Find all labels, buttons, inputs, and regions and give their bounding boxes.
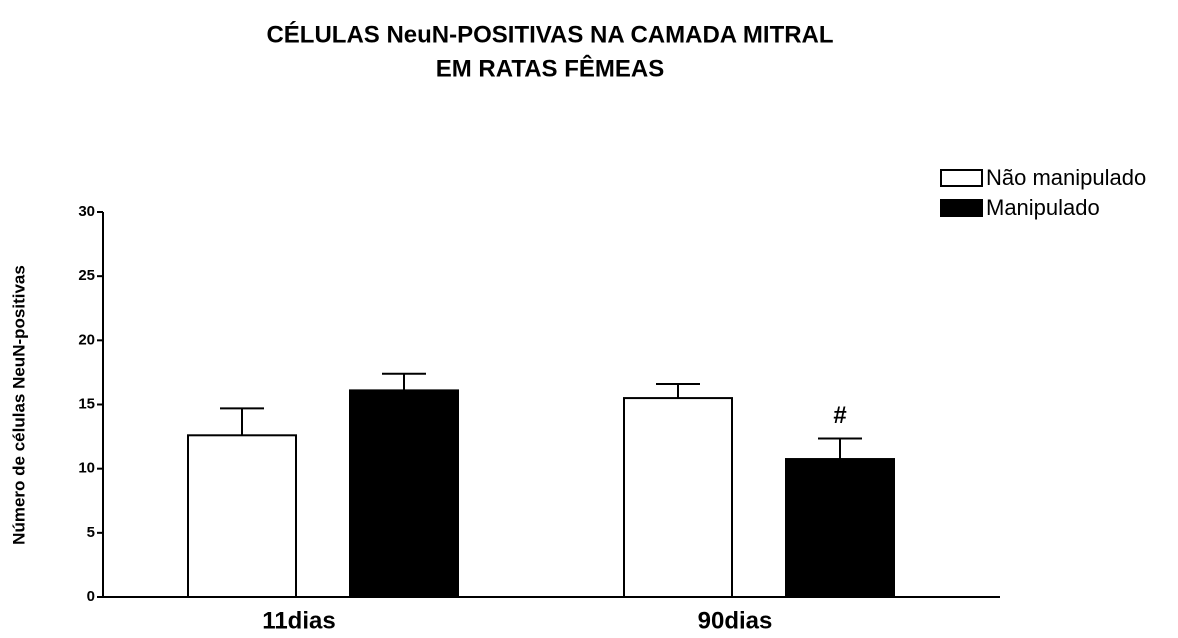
y-axis-label: Número de células NeuN-positivas <box>9 265 28 545</box>
bar <box>785 458 895 598</box>
y-tick-label: 25 <box>78 267 95 284</box>
x-tick-label: 90dias <box>698 607 773 633</box>
chart-title: CÉLULAS NeuN-POSITIVAS NA CAMADA MITRAL <box>266 20 833 48</box>
legend-swatch <box>940 199 983 217</box>
y-tick-label: 5 <box>87 524 95 541</box>
y-tick-label: 15 <box>78 395 95 412</box>
legend-swatch <box>940 169 983 187</box>
y-tick-label: 0 <box>87 588 95 605</box>
chart-title: EM RATAS FÊMEAS <box>436 54 664 82</box>
x-tick-label: 11dias <box>262 607 335 633</box>
legend-label: Não manipulado <box>986 165 1146 190</box>
y-tick-label: 30 <box>78 203 95 220</box>
bar <box>187 434 297 598</box>
bar <box>623 397 733 599</box>
bar <box>349 389 459 598</box>
y-tick-label: 20 <box>78 331 95 348</box>
legend-label: Manipulado <box>986 195 1100 220</box>
y-tick-label: 10 <box>78 460 95 477</box>
annotation: # <box>833 402 846 429</box>
